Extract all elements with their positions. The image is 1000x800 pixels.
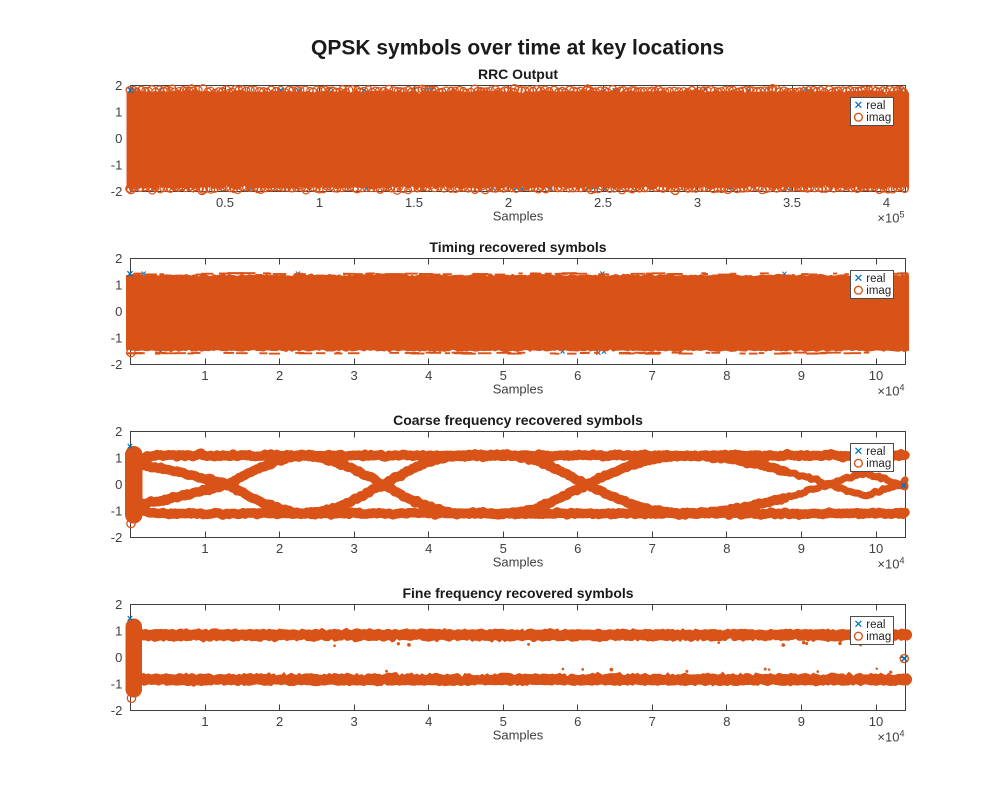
svg-text:1.5: 1.5: [405, 195, 423, 210]
svg-text:10: 10: [869, 368, 883, 383]
svg-text:2: 2: [276, 541, 283, 556]
svg-text:-1: -1: [111, 504, 123, 519]
svg-text:-2: -2: [111, 703, 123, 718]
svg-text:×104: ×104: [877, 729, 904, 745]
svg-text:5: 5: [500, 714, 507, 729]
svg-text:1: 1: [201, 714, 208, 729]
svg-text:8: 8: [723, 368, 730, 383]
svg-text:2: 2: [276, 368, 283, 383]
svg-text:Fine frequency recovered symbo: Fine frequency recovered symbols: [402, 585, 633, 601]
svg-text:0: 0: [115, 650, 122, 665]
svg-text:8: 8: [723, 541, 730, 556]
svg-text:-1: -1: [111, 331, 123, 346]
svg-text:2: 2: [115, 251, 122, 266]
svg-text:4: 4: [425, 541, 432, 556]
svg-text:9: 9: [798, 541, 805, 556]
svg-text:0: 0: [115, 131, 122, 146]
svg-text:0.5: 0.5: [216, 195, 234, 210]
svg-text:4: 4: [425, 714, 432, 729]
svg-text:9: 9: [798, 368, 805, 383]
svg-text:Samples: Samples: [493, 209, 544, 224]
svg-text:×104: ×104: [877, 383, 904, 399]
svg-text:real: real: [866, 446, 885, 458]
svg-text:7: 7: [649, 714, 656, 729]
svg-text:3: 3: [350, 541, 357, 556]
svg-text:imag: imag: [866, 112, 891, 124]
svg-text:4: 4: [883, 195, 890, 210]
svg-text:1: 1: [115, 105, 122, 120]
svg-text:2: 2: [505, 195, 512, 210]
svg-text:1: 1: [316, 195, 323, 210]
svg-text:1: 1: [115, 278, 122, 293]
svg-text:Coarse frequency recovered sym: Coarse frequency recovered symbols: [393, 412, 643, 428]
svg-text:real: real: [866, 273, 885, 285]
svg-text:10: 10: [869, 714, 883, 729]
svg-text:10: 10: [869, 541, 883, 556]
svg-text:2: 2: [115, 597, 122, 612]
svg-text:-2: -2: [111, 184, 123, 199]
svg-text:QPSK symbols over time at key: QPSK symbols over time at key locations: [311, 37, 724, 60]
svg-text:2: 2: [115, 78, 122, 93]
svg-text:3: 3: [350, 714, 357, 729]
svg-text:4: 4: [425, 368, 432, 383]
svg-text:6: 6: [574, 714, 581, 729]
svg-text:0: 0: [115, 304, 122, 319]
svg-text:-2: -2: [111, 357, 123, 372]
svg-text:7: 7: [649, 541, 656, 556]
svg-text:real: real: [866, 100, 885, 112]
svg-text:0: 0: [115, 477, 122, 492]
svg-text:8: 8: [723, 714, 730, 729]
svg-text:7: 7: [649, 368, 656, 383]
svg-text:3: 3: [350, 368, 357, 383]
svg-text:2: 2: [276, 714, 283, 729]
svg-text:6: 6: [574, 541, 581, 556]
svg-text:Samples: Samples: [493, 728, 544, 743]
svg-text:real: real: [866, 619, 885, 631]
svg-text:9: 9: [798, 714, 805, 729]
svg-text:1: 1: [115, 451, 122, 466]
svg-text:2.5: 2.5: [594, 195, 612, 210]
svg-text:imag: imag: [866, 285, 891, 297]
svg-text:imag: imag: [866, 631, 891, 643]
svg-text:imag: imag: [866, 458, 891, 470]
svg-text:3: 3: [694, 195, 701, 210]
svg-text:2: 2: [115, 424, 122, 439]
svg-text:1: 1: [115, 624, 122, 639]
svg-text:Samples: Samples: [493, 555, 544, 570]
svg-text:5: 5: [500, 541, 507, 556]
svg-text:-1: -1: [111, 158, 123, 173]
svg-text:-2: -2: [111, 530, 123, 545]
svg-text:×104: ×104: [877, 556, 904, 572]
svg-text:Timing recovered symbols: Timing recovered symbols: [429, 239, 606, 255]
svg-text:3.5: 3.5: [783, 195, 801, 210]
svg-text:1: 1: [201, 368, 208, 383]
svg-text:RRC Output: RRC Output: [478, 66, 558, 82]
svg-text:1: 1: [201, 541, 208, 556]
svg-text:-1: -1: [111, 677, 123, 692]
svg-text:5: 5: [500, 368, 507, 383]
svg-text:6: 6: [574, 368, 581, 383]
svg-text:Samples: Samples: [493, 382, 544, 397]
svg-text:×105: ×105: [877, 210, 904, 226]
